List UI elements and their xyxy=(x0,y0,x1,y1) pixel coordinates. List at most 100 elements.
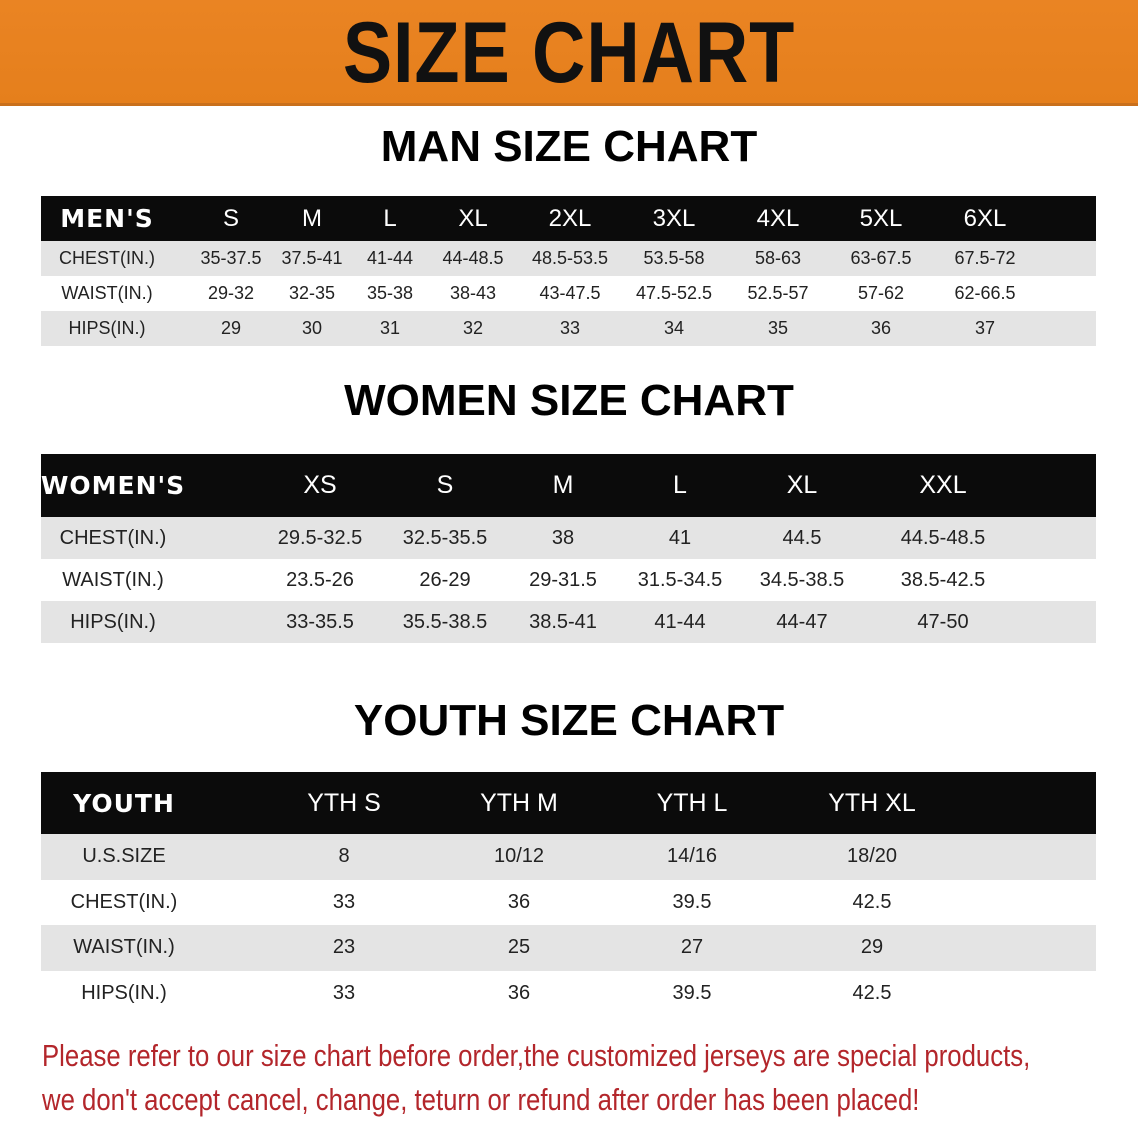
table-cell: 47-50 xyxy=(917,610,969,633)
size-column-header: S xyxy=(222,204,240,232)
size-column-header: 4XL xyxy=(756,204,800,232)
size-column-header: L xyxy=(673,471,687,499)
table-cell: 53.5-58 xyxy=(643,248,705,268)
table-cell: 62-66.5 xyxy=(954,283,1016,303)
table-cell: 23 xyxy=(332,936,356,959)
women-header-label: WOMEN'S xyxy=(40,471,186,500)
table-cell: 32.5-35.5 xyxy=(402,526,488,549)
table-cell: 38.5-41 xyxy=(529,610,597,633)
table-cell: 29-32 xyxy=(207,283,255,303)
size-column-header: M xyxy=(552,471,574,499)
table-row: WAIST(IN.) 23 25 27 29 xyxy=(41,925,1096,971)
size-column-header: 3XL xyxy=(652,204,696,232)
table-cell: 32 xyxy=(462,318,484,338)
size-column-header: YTH L xyxy=(656,788,728,817)
youth-header-row: YOUTH YTH S YTH M YTH L YTH XL xyxy=(41,772,1096,834)
table-cell: 41 xyxy=(668,526,692,549)
table-cell: 39.5 xyxy=(672,981,712,1004)
table-cell: 29.5-32.5 xyxy=(277,526,363,549)
men-size-table: MEN'S S M L XL 2XL 3XL 4XL 5XL 6XL CHEST(IN.) 35-37… xyxy=(41,196,1096,346)
table-cell: 29 xyxy=(220,318,242,338)
size-column-header: S xyxy=(436,471,454,499)
size-column-header: YTH M xyxy=(480,788,558,817)
table-cell: 34.5-38.5 xyxy=(759,568,845,591)
table-cell: 47.5-52.5 xyxy=(635,283,713,303)
table-cell: 23.5-26 xyxy=(286,568,354,591)
table-cell: 44-48.5 xyxy=(442,248,504,268)
table-cell: 42.5 xyxy=(852,890,892,913)
table-cell: 35-38 xyxy=(366,283,414,303)
table-cell: 42.5 xyxy=(852,981,892,1004)
size-column-header: XXL xyxy=(919,471,967,499)
table-cell: 37 xyxy=(974,318,996,338)
table-cell: 30 xyxy=(301,318,323,338)
table-cell: 31 xyxy=(379,318,401,338)
table-cell: 41-44 xyxy=(366,248,414,268)
size-column-header: XL xyxy=(458,204,488,232)
table-cell: 43-47.5 xyxy=(539,283,601,303)
table-cell: 35-37.5 xyxy=(200,248,262,268)
table-cell: 36 xyxy=(507,981,531,1004)
size-chart-banner: SIZE CHART xyxy=(0,0,1138,106)
table-cell: 36 xyxy=(870,318,892,338)
table-cell: 44.5 xyxy=(782,526,822,549)
table-cell: 38.5-42.5 xyxy=(900,568,986,591)
table-cell: 44-47 xyxy=(776,610,828,633)
table-cell: 26-29 xyxy=(419,568,471,591)
table-cell: 35.5-38.5 xyxy=(402,610,488,633)
table-cell: 57-62 xyxy=(857,283,905,303)
table-row: HIPS(IN.) 29 30 31 32 33 34 35 36 37 xyxy=(41,311,1096,346)
table-cell: 36 xyxy=(507,890,531,913)
row-label: WAIST(IN.) xyxy=(73,936,175,959)
row-label: HIPS(IN.) xyxy=(68,318,146,338)
women-header-row: WOMEN'S XS S M L XL XXL xyxy=(41,454,1096,517)
table-cell: 48.5-53.5 xyxy=(531,248,609,268)
table-cell: 67.5-72 xyxy=(954,248,1016,268)
table-cell: 14/16 xyxy=(666,845,718,868)
table-cell: 58-63 xyxy=(754,248,802,268)
row-label: HIPS(IN.) xyxy=(81,981,167,1004)
size-column-header: XS xyxy=(303,471,337,499)
row-label: HIPS(IN.) xyxy=(70,610,156,633)
youth-section-title: YOUTH SIZE CHART xyxy=(353,696,785,745)
table-cell: 33 xyxy=(559,318,581,338)
table-cell: 38 xyxy=(551,526,575,549)
size-column-header: YTH S xyxy=(307,788,381,817)
table-cell: 27 xyxy=(680,936,704,959)
men-section-title: MAN SIZE CHART xyxy=(380,122,758,171)
row-label: WAIST(IN.) xyxy=(62,568,164,591)
table-row: WAIST(IN.) 29-32 32-35 35-38 38-43 43-47.5 47.… xyxy=(41,276,1096,311)
banner-title: SIZE CHART xyxy=(342,5,796,101)
table-cell: 52.5-57 xyxy=(747,283,809,303)
men-header-row: MEN'S S M L XL 2XL 3XL 4XL 5XL 6XL xyxy=(41,196,1096,241)
table-row: CHEST(IN.) 33 36 39.5 42.5 xyxy=(41,879,1096,925)
table-cell: 44.5-48.5 xyxy=(900,526,986,549)
youth-size-table: YOUTH YTH S YTH M YTH L YTH XL U.S.SIZE 8 10/12… xyxy=(41,772,1096,1016)
table-cell: 33-35.5 xyxy=(286,610,354,633)
men-header-label: MEN'S xyxy=(60,204,154,233)
table-row: HIPS(IN.) 33 36 39.5 42.5 xyxy=(41,970,1096,1016)
table-row: CHEST(IN.) 29.5-32.5 32.5-35.5 38 41 44.5 44.5… xyxy=(41,517,1096,559)
size-column-header: XL xyxy=(786,471,818,499)
table-cell: 8 xyxy=(338,845,350,868)
table-cell: 31.5-34.5 xyxy=(637,568,723,591)
size-column-header: YTH XL xyxy=(828,788,916,817)
size-column-header: M xyxy=(302,204,322,232)
row-label: U.S.SIZE xyxy=(82,845,166,868)
table-cell: 33 xyxy=(332,981,356,1004)
youth-header-label: YOUTH xyxy=(73,788,175,818)
table-cell: 37.5-41 xyxy=(281,248,343,268)
notice-line-2: we don't accept cancel, change, teturn o… xyxy=(42,1082,920,1117)
table-cell: 39.5 xyxy=(672,890,712,913)
table-row: CHEST(IN.) 35-37.5 37.5-41 41-44 44-48.5 48.5… xyxy=(41,241,1096,276)
women-size-table: WOMEN'S XS S M L XL XXL CHEST(IN.) 29.5-32.5 32.5… xyxy=(41,454,1096,644)
size-column-header: 6XL xyxy=(963,204,1007,232)
table-cell: 32-35 xyxy=(288,283,336,303)
table-cell: 35 xyxy=(767,318,789,338)
row-label: WAIST(IN.) xyxy=(61,283,153,303)
row-label: CHEST(IN.) xyxy=(59,248,155,268)
row-label: CHEST(IN.) xyxy=(70,890,178,913)
row-label: CHEST(IN.) xyxy=(59,526,167,549)
size-column-header: 5XL xyxy=(859,204,903,232)
table-row: WAIST(IN.) 23.5-26 26-29 29-31.5 31.5-34.5 34… xyxy=(41,559,1096,601)
